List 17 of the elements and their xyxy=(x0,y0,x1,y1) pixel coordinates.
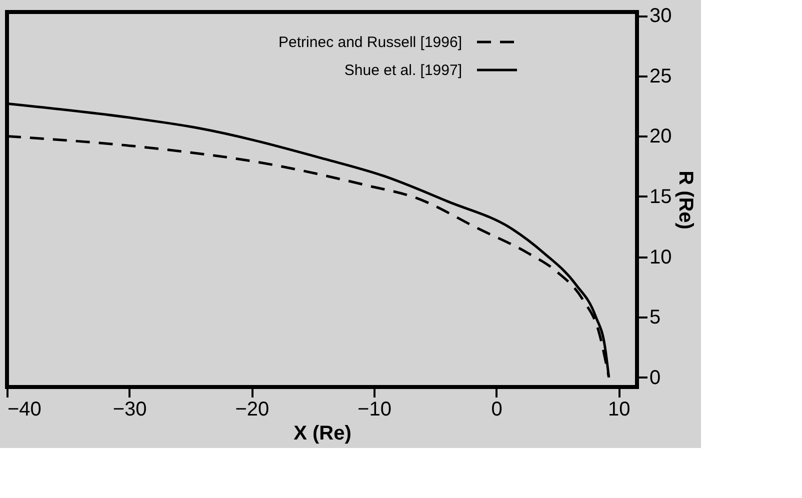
x-tick-label: 0 xyxy=(491,398,502,420)
y-tick-label: 0 xyxy=(650,366,661,389)
y-tick-label: 30 xyxy=(650,5,672,28)
y-tick-label: 10 xyxy=(650,246,672,268)
y-tick-label: 25 xyxy=(650,65,672,88)
legend-label: Shue et al. [1997] xyxy=(344,62,462,79)
x-tick-label: −40 xyxy=(8,398,42,420)
x-tick-label: −20 xyxy=(235,398,270,420)
x-tick-label: −10 xyxy=(358,398,392,420)
y-axis-title: R (Re) xyxy=(674,170,697,230)
y-tick-label: 15 xyxy=(650,186,672,208)
legend-label: Petrinec and Russell [1996] xyxy=(278,34,462,51)
y-tick-label: 5 xyxy=(650,306,661,329)
x-axis-title: X (Re) xyxy=(294,422,352,444)
x-tick-label: −30 xyxy=(112,398,147,420)
x-tick-label: 10 xyxy=(608,398,630,420)
y-tick-label: 20 xyxy=(650,126,672,148)
